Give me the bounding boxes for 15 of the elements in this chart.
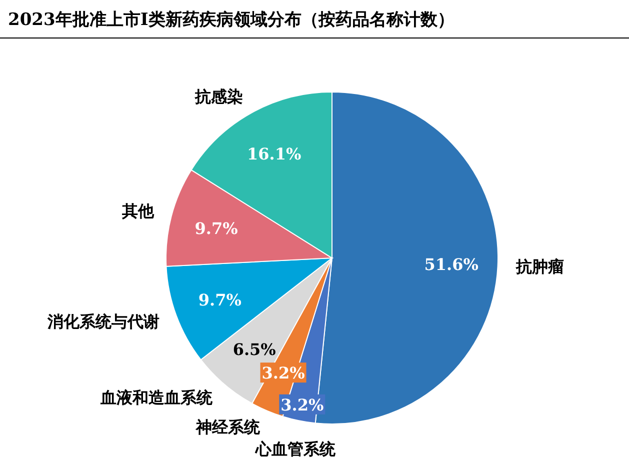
chart-title: 2023年批准上市I类新药疾病领域分布（按药品名称计数） bbox=[8, 10, 454, 30]
slice-label: 神经系统 bbox=[194, 417, 261, 436]
slice-label: 血液和造血系统 bbox=[100, 388, 214, 407]
data-label: 16.1% bbox=[247, 144, 302, 164]
slice-label: 抗肿瘤 bbox=[514, 257, 564, 276]
slice-label: 消化系统与代谢 bbox=[46, 312, 160, 331]
slice-label: 心血管系统 bbox=[254, 439, 336, 458]
data-label: 9.7% bbox=[198, 290, 242, 310]
data-label: 9.7% bbox=[194, 218, 238, 238]
data-label: 51.6% bbox=[424, 255, 478, 274]
data-label: 3.2% bbox=[280, 395, 324, 414]
data-label: 6.5% bbox=[232, 340, 276, 359]
slice-label: 抗感染 bbox=[194, 87, 243, 106]
data-label: 3.2% bbox=[262, 364, 305, 383]
slice-label: 其他 bbox=[120, 202, 155, 221]
